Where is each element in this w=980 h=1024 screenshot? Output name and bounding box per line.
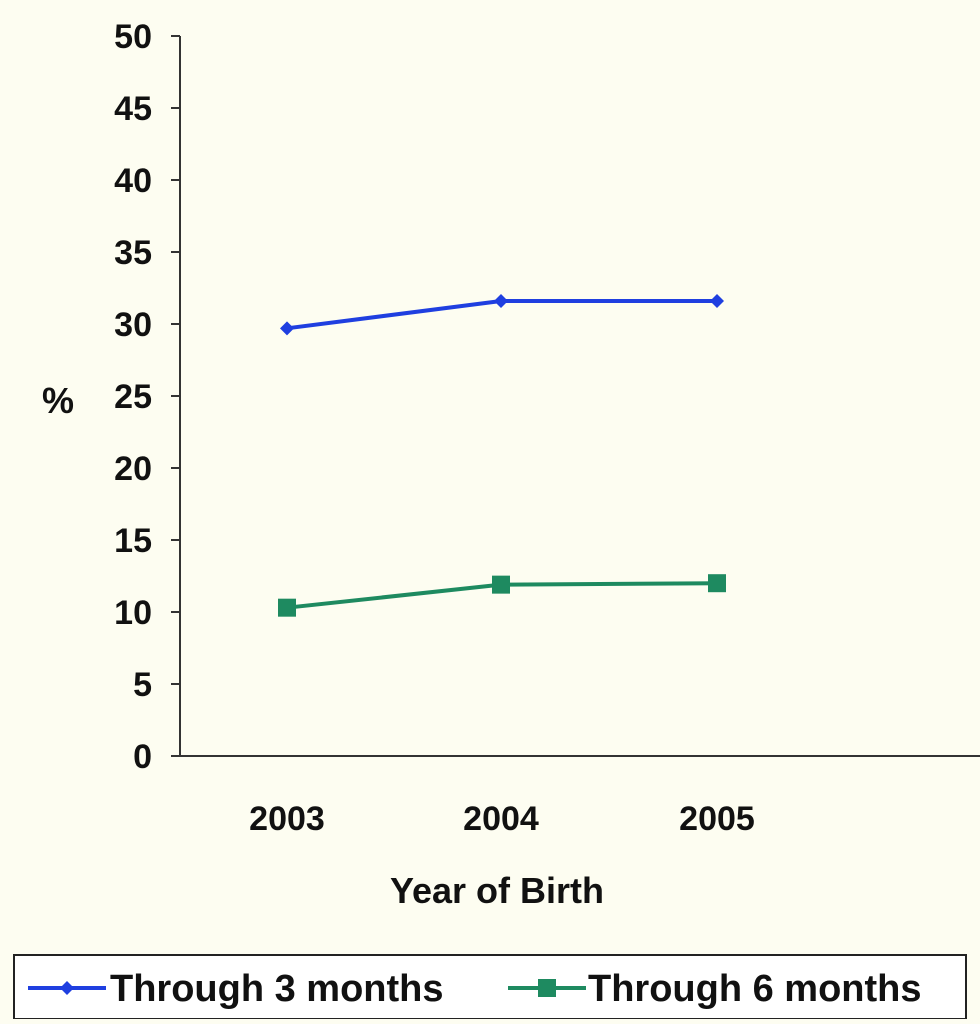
- data-point: [492, 575, 510, 594]
- y-tick-label: 20: [114, 450, 152, 488]
- legend-label: Through 3 months: [110, 968, 444, 1010]
- data-point: [708, 574, 726, 593]
- data-point: [494, 293, 508, 308]
- y-tick-label: 30: [114, 306, 152, 344]
- x-tick-label: 2005: [679, 800, 755, 838]
- x-axis: 2003 2004 2005: [180, 755, 980, 838]
- legend: Through 3 months Through 6 months: [13, 954, 967, 1020]
- y-tick-label: 25: [114, 378, 152, 416]
- series-1: [280, 293, 724, 336]
- x-tick-label: 2003: [249, 800, 325, 838]
- legend-label: Through 6 months: [588, 968, 922, 1010]
- y-tick-label: 0: [133, 738, 152, 776]
- series-lines: [278, 293, 726, 617]
- legend-swatch-marker: [538, 979, 556, 997]
- y-tick-label: 5: [133, 666, 152, 704]
- x-tick-label: 2004: [463, 800, 539, 838]
- y-tick-label: 15: [114, 522, 152, 560]
- y-axis-title: %: [42, 380, 74, 421]
- legend-box: [13, 954, 967, 1020]
- series-2: [278, 574, 726, 617]
- data-point: [280, 321, 294, 336]
- x-axis-title: Year of Birth: [390, 870, 604, 911]
- y-tick-label: 45: [114, 90, 152, 128]
- y-tick-label: 40: [114, 162, 152, 200]
- legend-swatch-marker: [60, 981, 74, 995]
- y-axis: 0 5 10 15 20 25 30 35 40 45 50: [114, 18, 181, 776]
- data-point: [278, 598, 296, 617]
- y-tick-label: 10: [114, 594, 152, 632]
- legend-item: Through 3 months: [28, 968, 444, 1010]
- y-tick-label: 35: [114, 234, 152, 272]
- legend-item: Through 6 months: [508, 968, 922, 1010]
- data-point: [710, 293, 724, 308]
- y-tick-label: 50: [114, 18, 152, 56]
